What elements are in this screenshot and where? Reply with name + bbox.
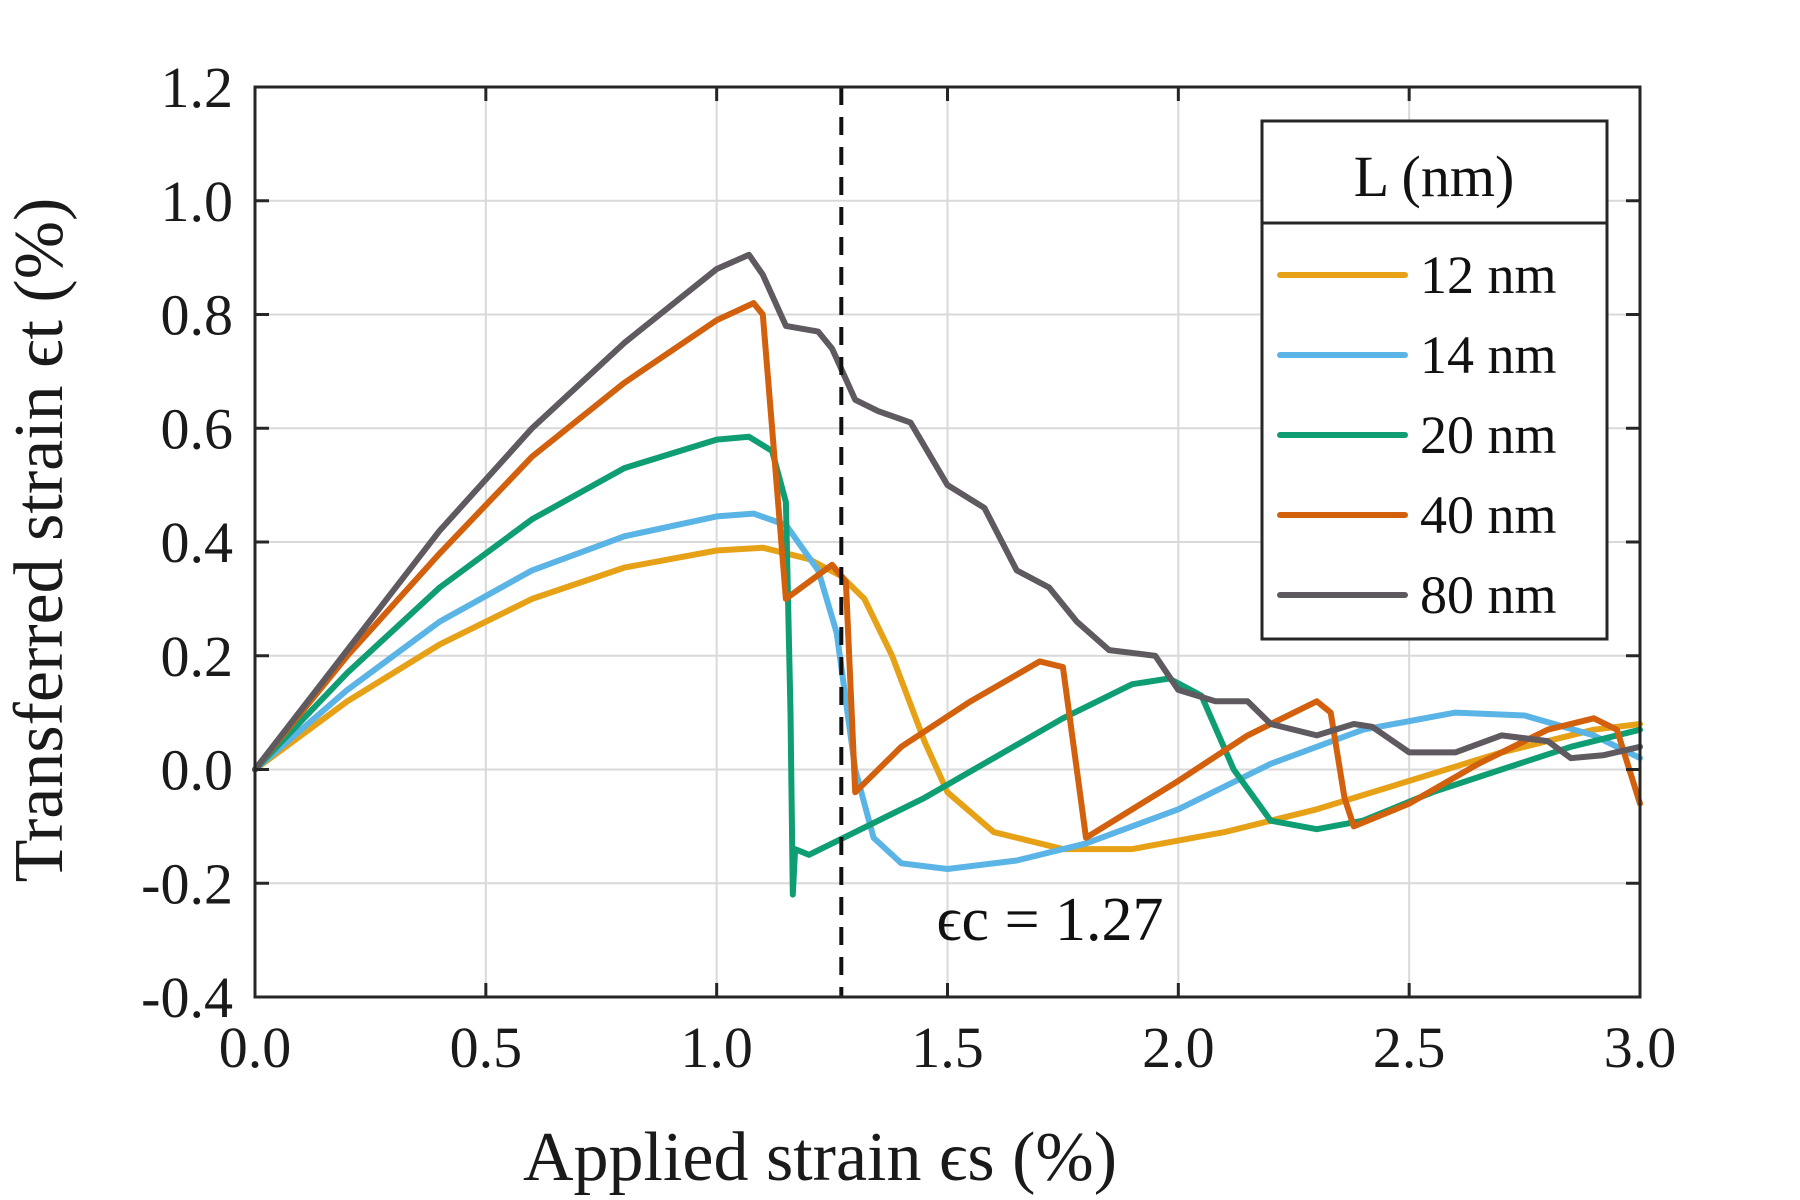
legend-item-label: 20 nm bbox=[1420, 405, 1557, 465]
y-tick-label: 0.0 bbox=[161, 738, 234, 803]
legend-box bbox=[1260, 119, 1609, 641]
legend-item-label: 12 nm bbox=[1420, 245, 1557, 305]
y-tick-label: -0.2 bbox=[141, 851, 233, 916]
x-tick-label: 2.0 bbox=[1142, 1015, 1215, 1080]
y-tick-label: 0.2 bbox=[161, 624, 234, 689]
y-tick-label: 0.6 bbox=[161, 396, 234, 461]
x-tick-label: 3.0 bbox=[1604, 1015, 1677, 1080]
legend-item-label: 40 nm bbox=[1420, 485, 1557, 545]
y-tick-label: 1.2 bbox=[161, 55, 234, 120]
axis-ticks: 0.0 0.5 1.0 1.5 2.0 2.5 3.0 -0.4 -0.2 0.0 0.2 0.4 0.… bbox=[141, 55, 1676, 1080]
series-line-12-nm bbox=[252, 544, 1643, 853]
x-tick-label: 0.5 bbox=[450, 1015, 523, 1080]
critical-strain-annotation: ϵc = 1.27 bbox=[936, 886, 1163, 954]
y-tick-label: 0.8 bbox=[161, 283, 234, 348]
y-tick-label: -0.4 bbox=[141, 965, 233, 1030]
x-axis-title: Applied strain ϵs (%) bbox=[523, 1119, 1117, 1196]
x-tick-label: 0.0 bbox=[219, 1015, 292, 1080]
x-tick-label: 1.5 bbox=[911, 1015, 984, 1080]
legend-title: L (nm) bbox=[1354, 144, 1515, 209]
legend: L (nm) 12 nm 14 nm 20 nm 40 nm 80 nm bbox=[1260, 119, 1609, 641]
y-tick-label: 0.4 bbox=[161, 510, 234, 575]
y-axis-title: Transferred strain ϵt (%) bbox=[1, 198, 78, 883]
series-line-20-nm bbox=[252, 433, 1643, 898]
series-lines bbox=[252, 251, 1643, 898]
x-tick-label: 1.0 bbox=[680, 1015, 753, 1080]
x-tick-label: 2.5 bbox=[1373, 1015, 1446, 1080]
series-line-40-nm bbox=[252, 300, 1643, 841]
y-tick-label: 1.0 bbox=[161, 169, 234, 234]
series-line-80-nm bbox=[252, 251, 1643, 773]
series-line-14-nm bbox=[252, 510, 1643, 872]
legend-item-label: 14 nm bbox=[1420, 325, 1557, 385]
legend-item-label: 80 nm bbox=[1420, 565, 1557, 625]
